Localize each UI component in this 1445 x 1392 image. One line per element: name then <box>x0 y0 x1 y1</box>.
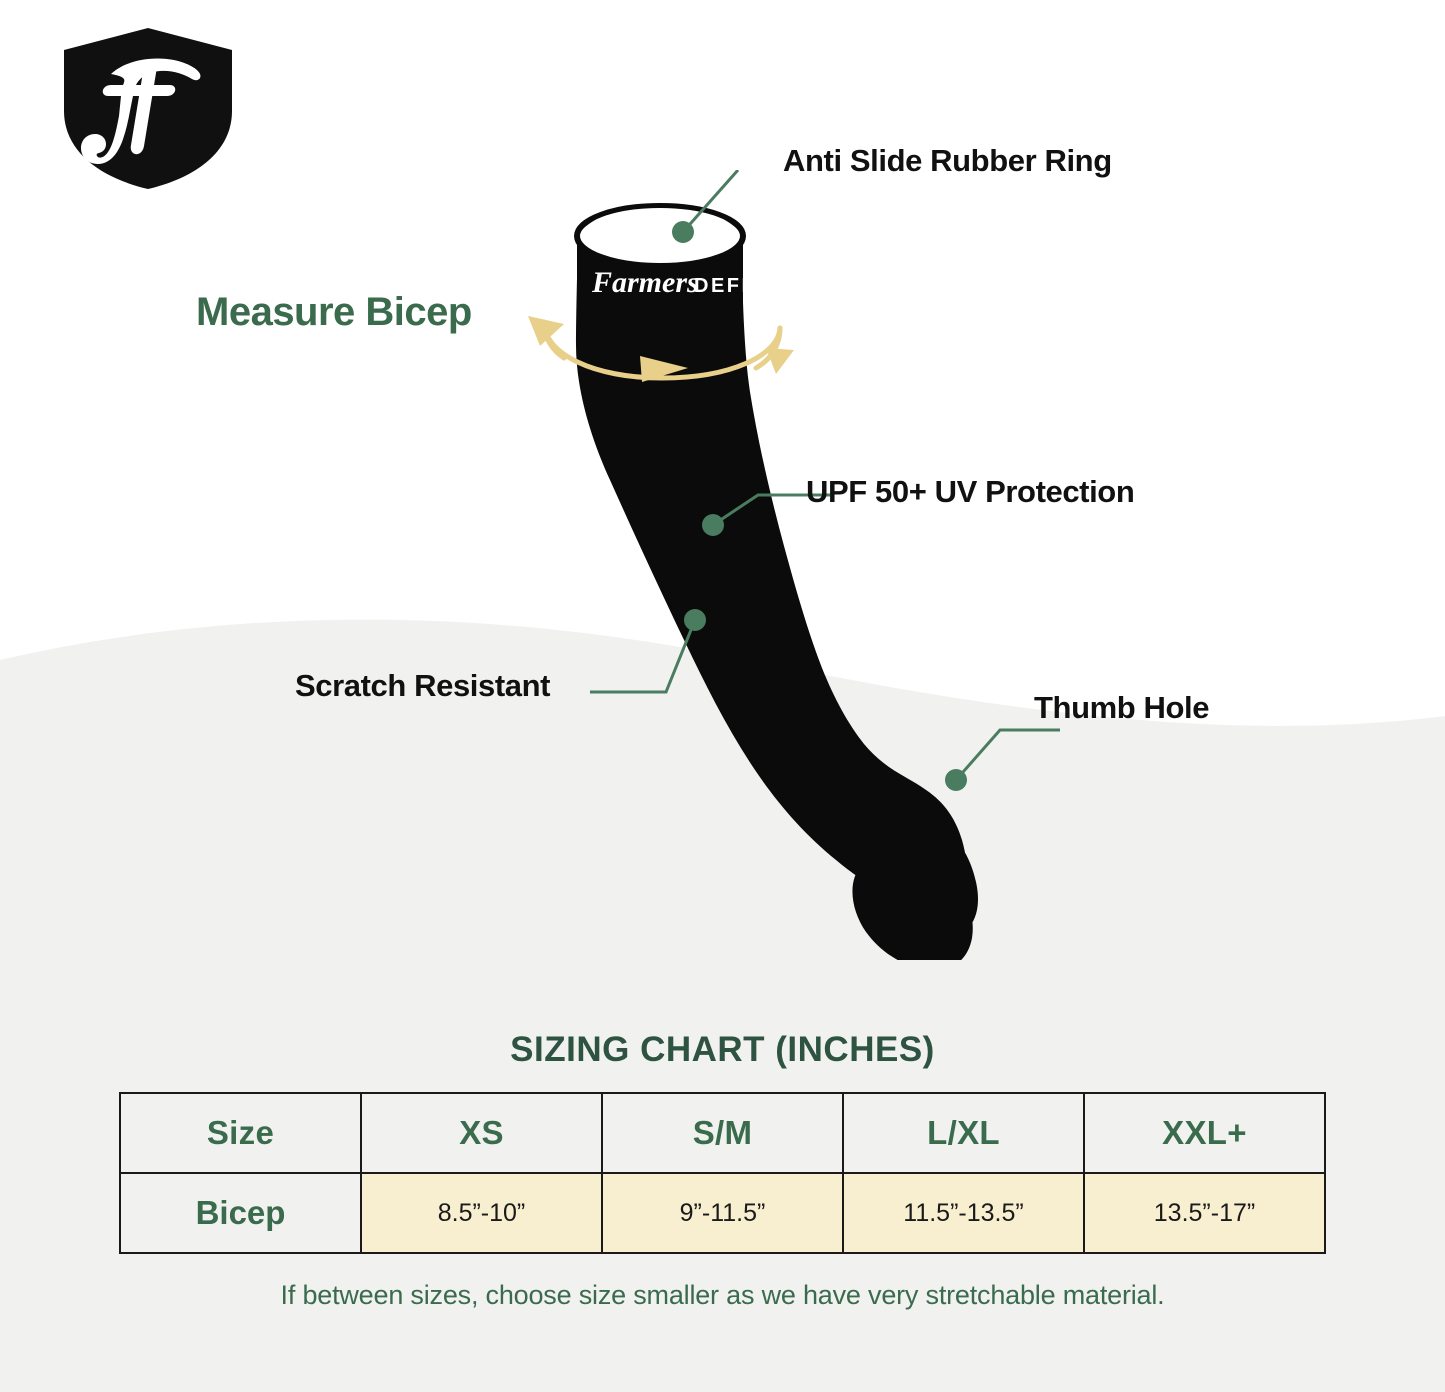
sizing-note: If between sizes, choose size smaller as… <box>280 1280 1165 1310</box>
cell-bicep-sm: 9”-11.5” <box>601 1172 844 1254</box>
callout-dots <box>672 221 967 791</box>
sleeve-script-text: Farmers <box>591 266 699 299</box>
callout-label-scratch-resistant: Scratch Resistant <box>295 668 551 703</box>
callout-label-anti-slide-rubber-ring: Anti Slide Rubber Ring <box>783 143 1112 178</box>
sizing-chart-title: SIZING CHART (INCHES) <box>510 1030 935 1069</box>
measure-arrowheads <box>528 316 794 382</box>
dot-thumb-hole <box>945 769 967 791</box>
sizing-chart-section: SIZING CHART (INCHES) Size XS S/M L/XL X… <box>0 1030 1445 1311</box>
header-cell-xs: XS <box>360 1092 603 1174</box>
callout-label-upf-protection: UPF 50+ UV Protection <box>806 474 1135 509</box>
callout-label-thumb-hole: Thumb Hole <box>1034 690 1210 725</box>
sleeve-brand-text: Farmers DEFENSE <box>591 266 806 299</box>
header-cell-xxl: XXL+ <box>1083 1092 1326 1174</box>
table-header-row: Size XS S/M L/XL XXL+ <box>119 1092 1326 1174</box>
header-cell-sm: S/M <box>601 1092 844 1174</box>
cell-bicep-lxl: 11.5”-13.5” <box>842 1172 1085 1254</box>
sleeve-block-text: DEFENSE <box>694 275 806 297</box>
arm-sleeve-illustration: Farmers DEFENSE <box>528 170 1060 960</box>
dot-anti-slide-rubber-ring <box>672 221 694 243</box>
cell-bicep-xs: 8.5”-10” <box>360 1172 603 1254</box>
sizing-table: Size XS S/M L/XL XXL+ Bicep 8.5”-10” 9”-… <box>119 1092 1326 1254</box>
farmers-defense-shield-logo <box>58 22 238 196</box>
header-cell-size: Size <box>119 1092 362 1174</box>
dot-scratch-resistant <box>684 609 706 631</box>
dot-upf-protection <box>702 514 724 536</box>
cell-bicep-xxl: 13.5”-17” <box>1083 1172 1326 1254</box>
header-cell-lxl: L/XL <box>842 1092 1085 1174</box>
logo-script-f <box>81 58 201 164</box>
table-row: Bicep 8.5”-10” 9”-11.5” 11.5”-13.5” 13.5… <box>119 1172 1326 1254</box>
sleeve-cuff <box>574 203 746 382</box>
row-label-bicep: Bicep <box>119 1172 362 1254</box>
measure-bicep-label: Measure Bicep <box>196 290 472 334</box>
callout-leaders <box>590 170 1060 781</box>
sleeve-silhouette <box>576 240 978 960</box>
